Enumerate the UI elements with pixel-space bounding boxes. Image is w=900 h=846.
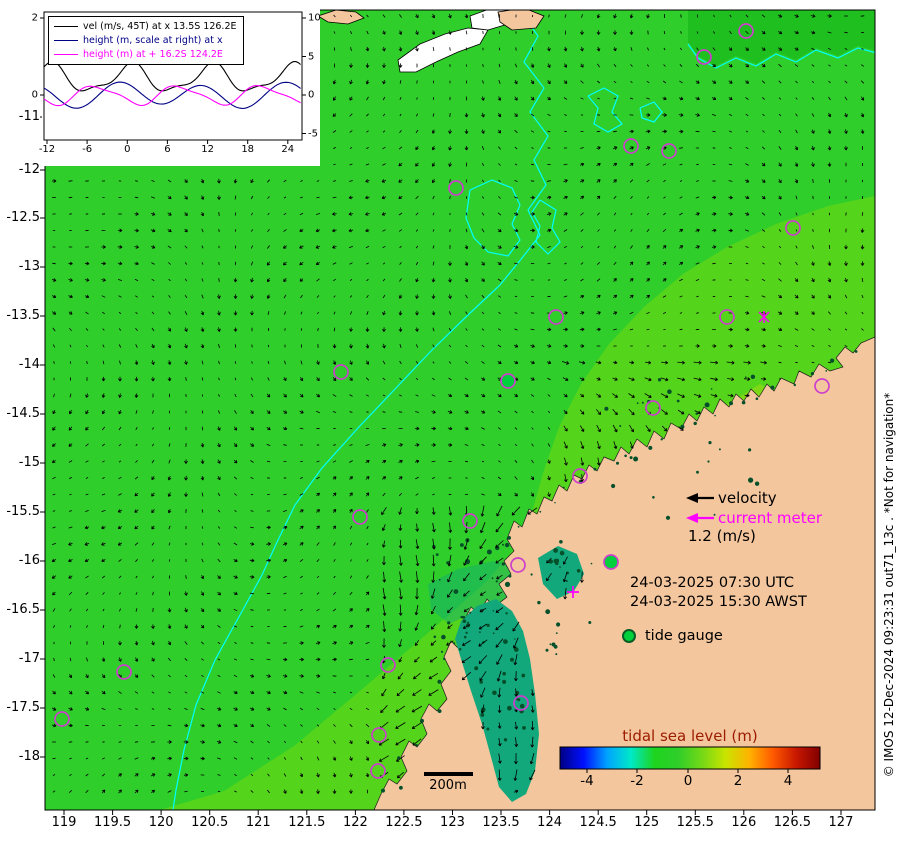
current-meter-site-marker	[645, 400, 661, 416]
tide-gauge-site-marker	[603, 554, 619, 570]
time-utc-label: 24-03-2025 07:30 UTC	[630, 575, 795, 591]
current-meter-site-marker	[116, 664, 132, 680]
current-meter-arrow-head	[686, 513, 698, 523]
tide-gauge-icon	[622, 629, 636, 643]
current-meter-site-marker	[661, 143, 677, 159]
inset-legend-entry: height (m) at + 16.2S 124.2E	[54, 48, 237, 61]
scalebar-label: 200m	[429, 778, 467, 793]
velocity-vector-field	[51, 13, 865, 794]
depth-contour	[531, 199, 561, 255]
current-meter-site-marker	[371, 727, 387, 743]
current-meter-site-marker	[719, 309, 735, 325]
current-meter-site-marker	[623, 138, 639, 154]
velocity-legend-label: velocity	[718, 489, 777, 507]
current-meter-site-marker	[370, 763, 386, 779]
depth-contour	[639, 101, 663, 123]
inset-legend-entry: height (m, scale at right) at x	[54, 34, 237, 47]
legend-entry-label: height (m, scale at right) at x	[83, 35, 223, 46]
legend-line-sample	[54, 40, 78, 41]
current-meter-site-marker	[54, 711, 70, 727]
current-meter-site-marker	[785, 220, 801, 236]
depth-contour	[465, 179, 521, 257]
colorbar-ticks	[586, 769, 789, 773]
current-meter-site-marker	[572, 468, 588, 484]
current-meter-site-marker	[513, 695, 529, 711]
map-frame	[44, 9, 876, 811]
inset-ticks	[40, 17, 306, 144]
depth-contour	[172, 10, 549, 810]
inset-legend-box: vel (m/s, 45T) at x 13.5S 126.2E height (…	[48, 16, 244, 65]
legend-line-sample	[54, 26, 78, 27]
speed-scale-label: 1.2 (m/s)	[688, 527, 756, 545]
tide-gauge-label: tide gauge	[645, 628, 723, 644]
inset-legend-entry: vel (m/s, 45T) at x 13.5S 126.2E	[54, 20, 237, 33]
depth-contour	[687, 43, 875, 69]
colorbar-title: tidal sea level (m)	[622, 727, 758, 745]
credit-text: © IMOS 12-Dec-2024 09:23:31 out71_13c . …	[882, 392, 896, 778]
current-meter-legend-label: current meter	[718, 509, 822, 527]
legend-entry-label: height (m) at + 16.2S 124.2E	[83, 49, 223, 60]
current-meter-site-marker	[548, 309, 564, 325]
inset-curves	[44, 60, 301, 109]
current-meter-site-marker	[738, 23, 754, 39]
map-content	[45, 10, 875, 810]
current-meter-site-marker	[333, 364, 349, 380]
colorbar	[559, 746, 821, 770]
tide-gauge-site-marker	[500, 373, 516, 389]
current-meter-site-marker	[510, 557, 526, 573]
legend-entry-label: vel (m/s, 45T) at x 13.5S 126.2E	[83, 21, 237, 32]
ocean-dark-region	[688, 10, 875, 66]
depth-contour	[587, 87, 623, 133]
inset-curve	[44, 60, 301, 92]
time-awst-label: 24-03-2025 15:30 AWST	[630, 594, 807, 610]
current-meter-site-marker	[380, 657, 396, 673]
current-meter-site-marker	[814, 378, 830, 394]
current-meter-site-marker	[448, 180, 464, 196]
velocity-arrow-head	[686, 493, 698, 503]
current-meter-site-marker	[462, 513, 478, 529]
island-specks	[381, 350, 858, 793]
plus-site-marker	[567, 586, 579, 598]
legend-line-sample	[54, 54, 78, 55]
current-meter-site-marker	[696, 49, 712, 65]
inset-curve	[44, 81, 301, 109]
current-meter-site-marker	[352, 509, 368, 525]
island	[397, 27, 489, 73]
collier-bay	[538, 546, 584, 599]
x-site-marker	[758, 311, 770, 323]
island	[317, 10, 365, 25]
inset-curve	[44, 85, 301, 107]
scale-bar	[424, 772, 473, 776]
